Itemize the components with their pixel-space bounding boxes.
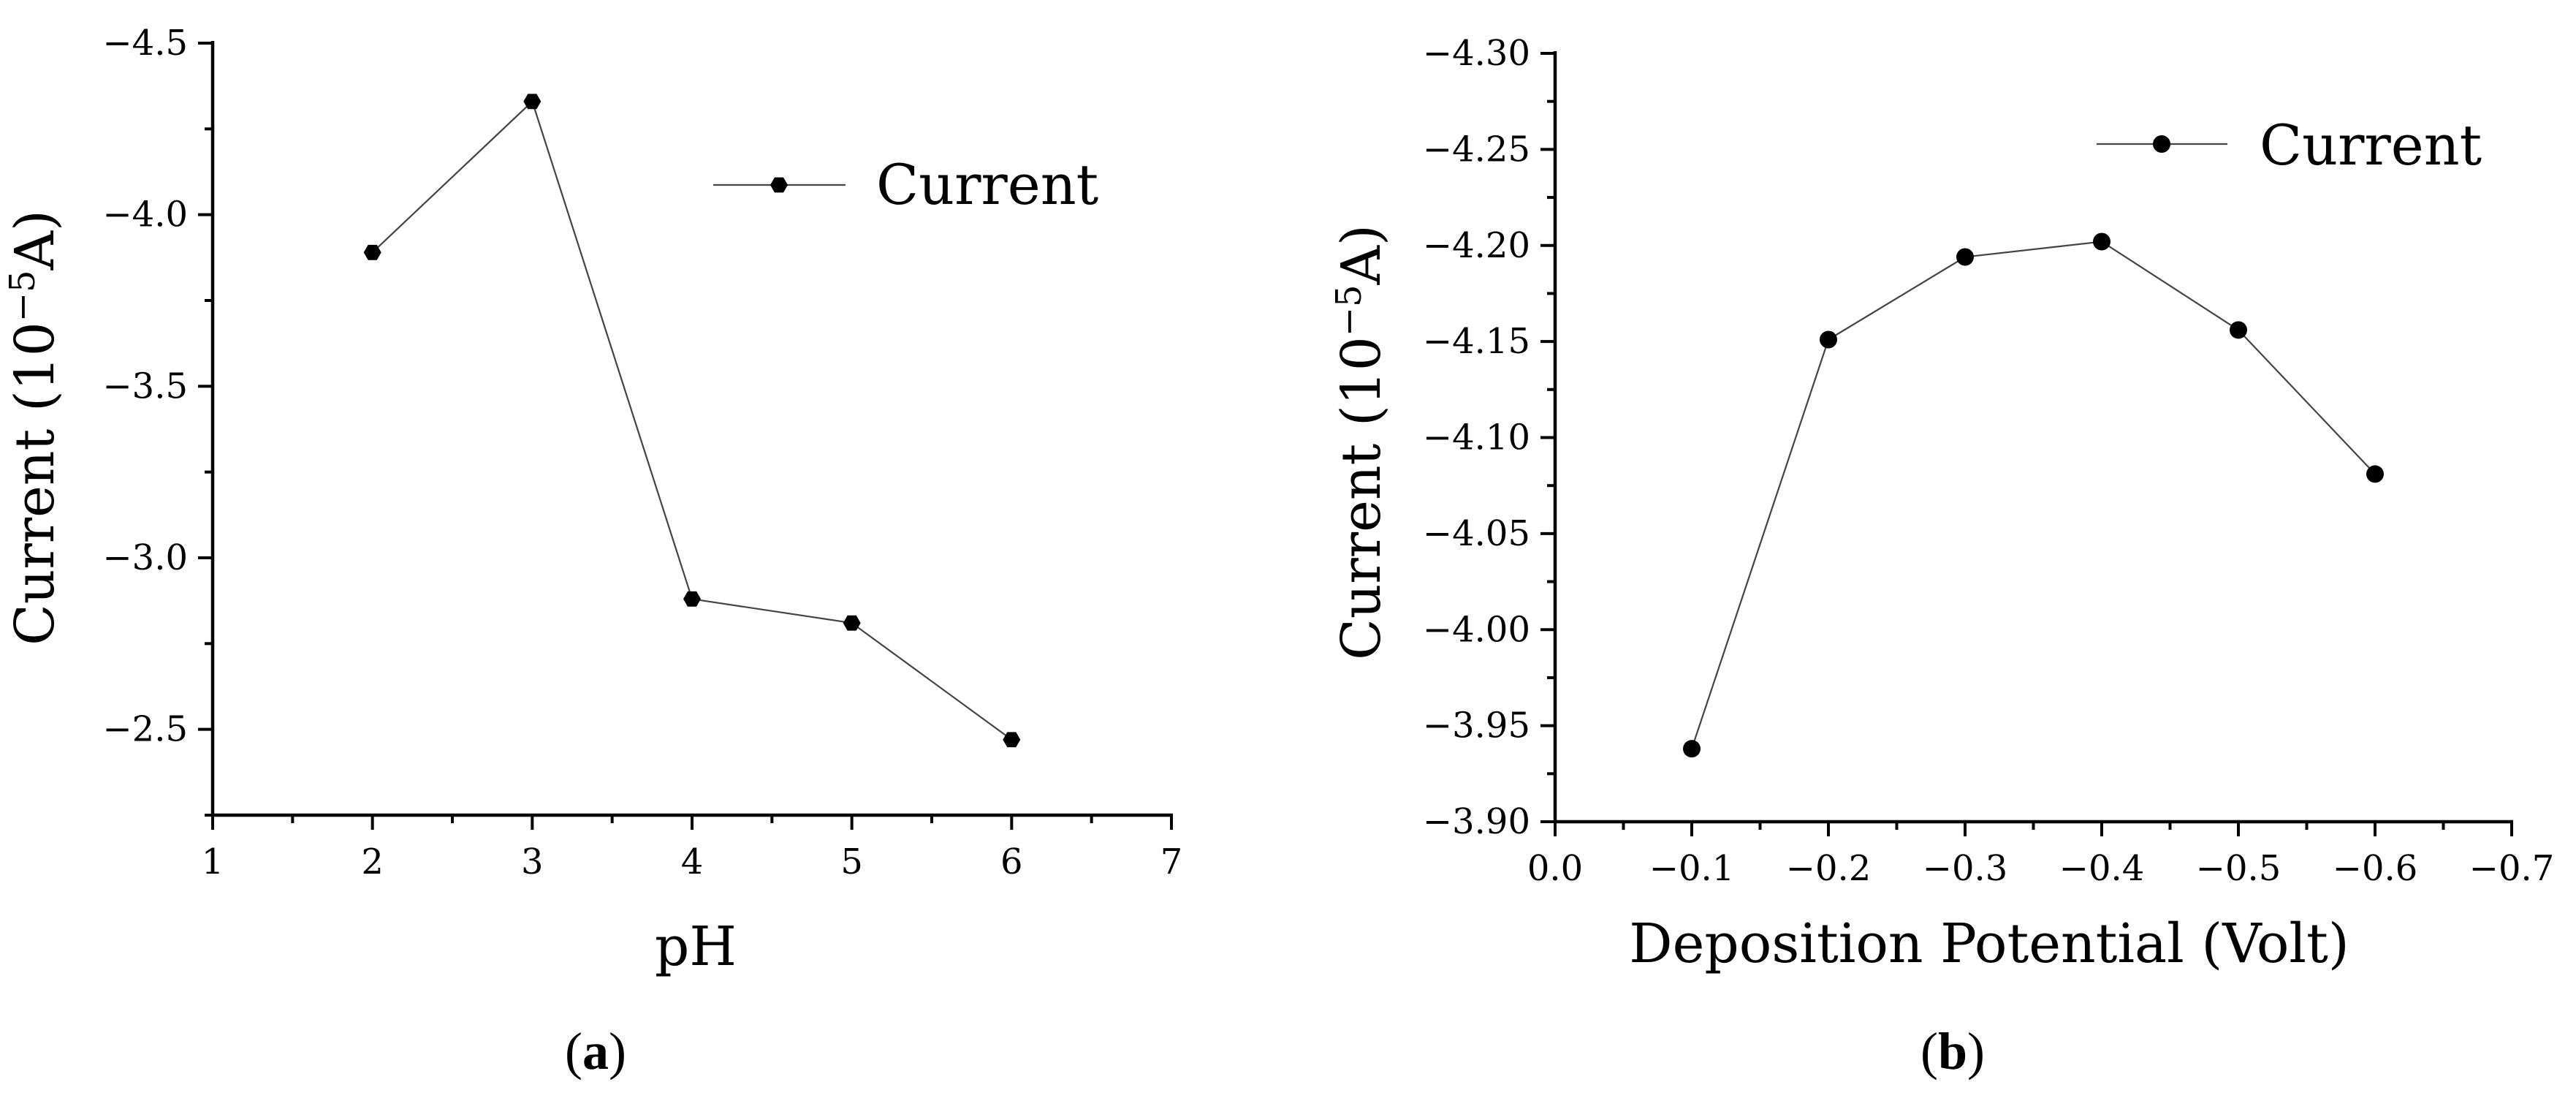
panel-a-y-tick-labels: −2.5 −3.0 −3.5 −4.0 −4.5: [102, 23, 188, 750]
panel-a-x-tick-labels: 1 2 3 4 5 6 7: [202, 841, 1183, 882]
x-tick-label: −0.6: [2333, 848, 2418, 889]
panel-b-label-letter: b: [1938, 1022, 1967, 1081]
data-point: [683, 591, 701, 607]
panel-a-y-axis-title: Current (10−5A): [2, 210, 67, 646]
panel-b-x-axis-title: Deposition Potential (Volt): [1629, 912, 2349, 975]
panel-b-legend-marker: [2153, 135, 2170, 153]
panel-b-y-axis-title-sup: −5: [1329, 284, 1369, 336]
panel-a-label-open: (: [565, 1022, 582, 1081]
data-point: [1003, 732, 1021, 748]
panel-a-y-axis-title-sup: −5: [2, 270, 43, 322]
panel-a-label: (a): [565, 1022, 626, 1081]
x-tick-label: −0.7: [2469, 848, 2555, 889]
y-tick-label: −3.0: [102, 537, 188, 578]
y-tick-label: −4.10: [1423, 417, 1530, 458]
x-tick-label: 7: [1160, 841, 1183, 882]
x-tick-label: 2: [361, 841, 384, 882]
data-point: [523, 94, 542, 110]
y-tick-label: −2.5: [102, 709, 188, 750]
panel-a-markers: [363, 94, 1021, 748]
data-point: [2093, 232, 2110, 251]
panel-b-legend: Current: [2097, 113, 2482, 178]
panel-a-legend-marker: [770, 177, 788, 193]
x-tick-label: 1: [202, 841, 224, 882]
x-tick-label: 0.0: [1527, 848, 1583, 889]
x-tick-label: −0.3: [1923, 848, 2008, 889]
y-tick-label: −3.95: [1423, 705, 1530, 746]
panel-a-label-letter: a: [582, 1022, 609, 1081]
x-tick-label: 3: [521, 841, 544, 882]
y-tick-label: −3.90: [1423, 801, 1530, 842]
data-point: [2230, 321, 2247, 339]
panel-b-x-tick-labels: 0.0 −0.1 −0.2 −0.3 −0.4 −0.5 −0.6 −0.7: [1527, 848, 2554, 889]
panel-a-x-axis-title: pH: [655, 915, 737, 978]
y-tick-label: −4.25: [1423, 129, 1530, 170]
y-tick-label: −3.5: [102, 366, 188, 406]
y-tick-label: −4.30: [1423, 33, 1530, 74]
panel-b-y-axis-title-text: Current (10: [1330, 336, 1393, 660]
panel-b-ticks: [1540, 52, 2513, 836]
y-tick-label: −4.15: [1423, 321, 1530, 362]
y-tick-label: −4.20: [1423, 225, 1530, 266]
panel-a-label-close: ): [609, 1022, 626, 1081]
x-tick-label: −0.1: [1649, 848, 1735, 889]
panel-b-label: (b): [1920, 1022, 1985, 1081]
y-tick-label: −4.5: [102, 23, 188, 64]
data-point: [363, 244, 381, 260]
x-tick-label: −0.5: [2196, 848, 2281, 889]
chart-panel-b: 0.0 −0.1 −0.2 −0.3 −0.4 −0.5 −0.6 −0.7 −3.90−3.…: [1329, 33, 2554, 1081]
panel-a-y-axis-title-unit: A): [4, 210, 67, 270]
x-tick-label: 4: [681, 841, 704, 882]
x-tick-label: −0.4: [2059, 848, 2145, 889]
y-tick-label: −4.05: [1423, 513, 1530, 554]
x-tick-label: 5: [840, 841, 863, 882]
panel-b-y-axis-title: Current (10−5A): [1329, 224, 1393, 660]
x-tick-label: 6: [1000, 841, 1023, 882]
panel-b-label-close: ): [1967, 1022, 1985, 1081]
panel-a-y-axis-title-text: Current (10: [4, 322, 67, 646]
panel-b-y-tick-labels: −3.90 −3.95 −4.00 −4.05 −4.10 −4.15 −4.20 −4.25…: [1423, 33, 1530, 842]
panel-b-markers: [1683, 232, 2384, 758]
panel-b-y-axis-title-unit: A): [1330, 224, 1393, 285]
panel-a-legend-label: Current: [876, 152, 1098, 217]
data-point: [1683, 740, 1701, 758]
data-point: [843, 615, 861, 631]
panel-b-legend-label: Current: [2260, 113, 2482, 178]
data-point: [1956, 248, 1974, 266]
panel-a-legend: Current: [713, 152, 1098, 217]
data-point: [2366, 465, 2384, 483]
x-tick-label: −0.2: [1786, 848, 1872, 889]
y-tick-label: −4.0: [102, 194, 188, 235]
y-tick-label: −4.00: [1423, 609, 1530, 650]
panel-b-label-open: (: [1920, 1022, 1938, 1081]
panel-b-series-line: [1690, 241, 2376, 749]
data-point: [1820, 330, 1837, 349]
